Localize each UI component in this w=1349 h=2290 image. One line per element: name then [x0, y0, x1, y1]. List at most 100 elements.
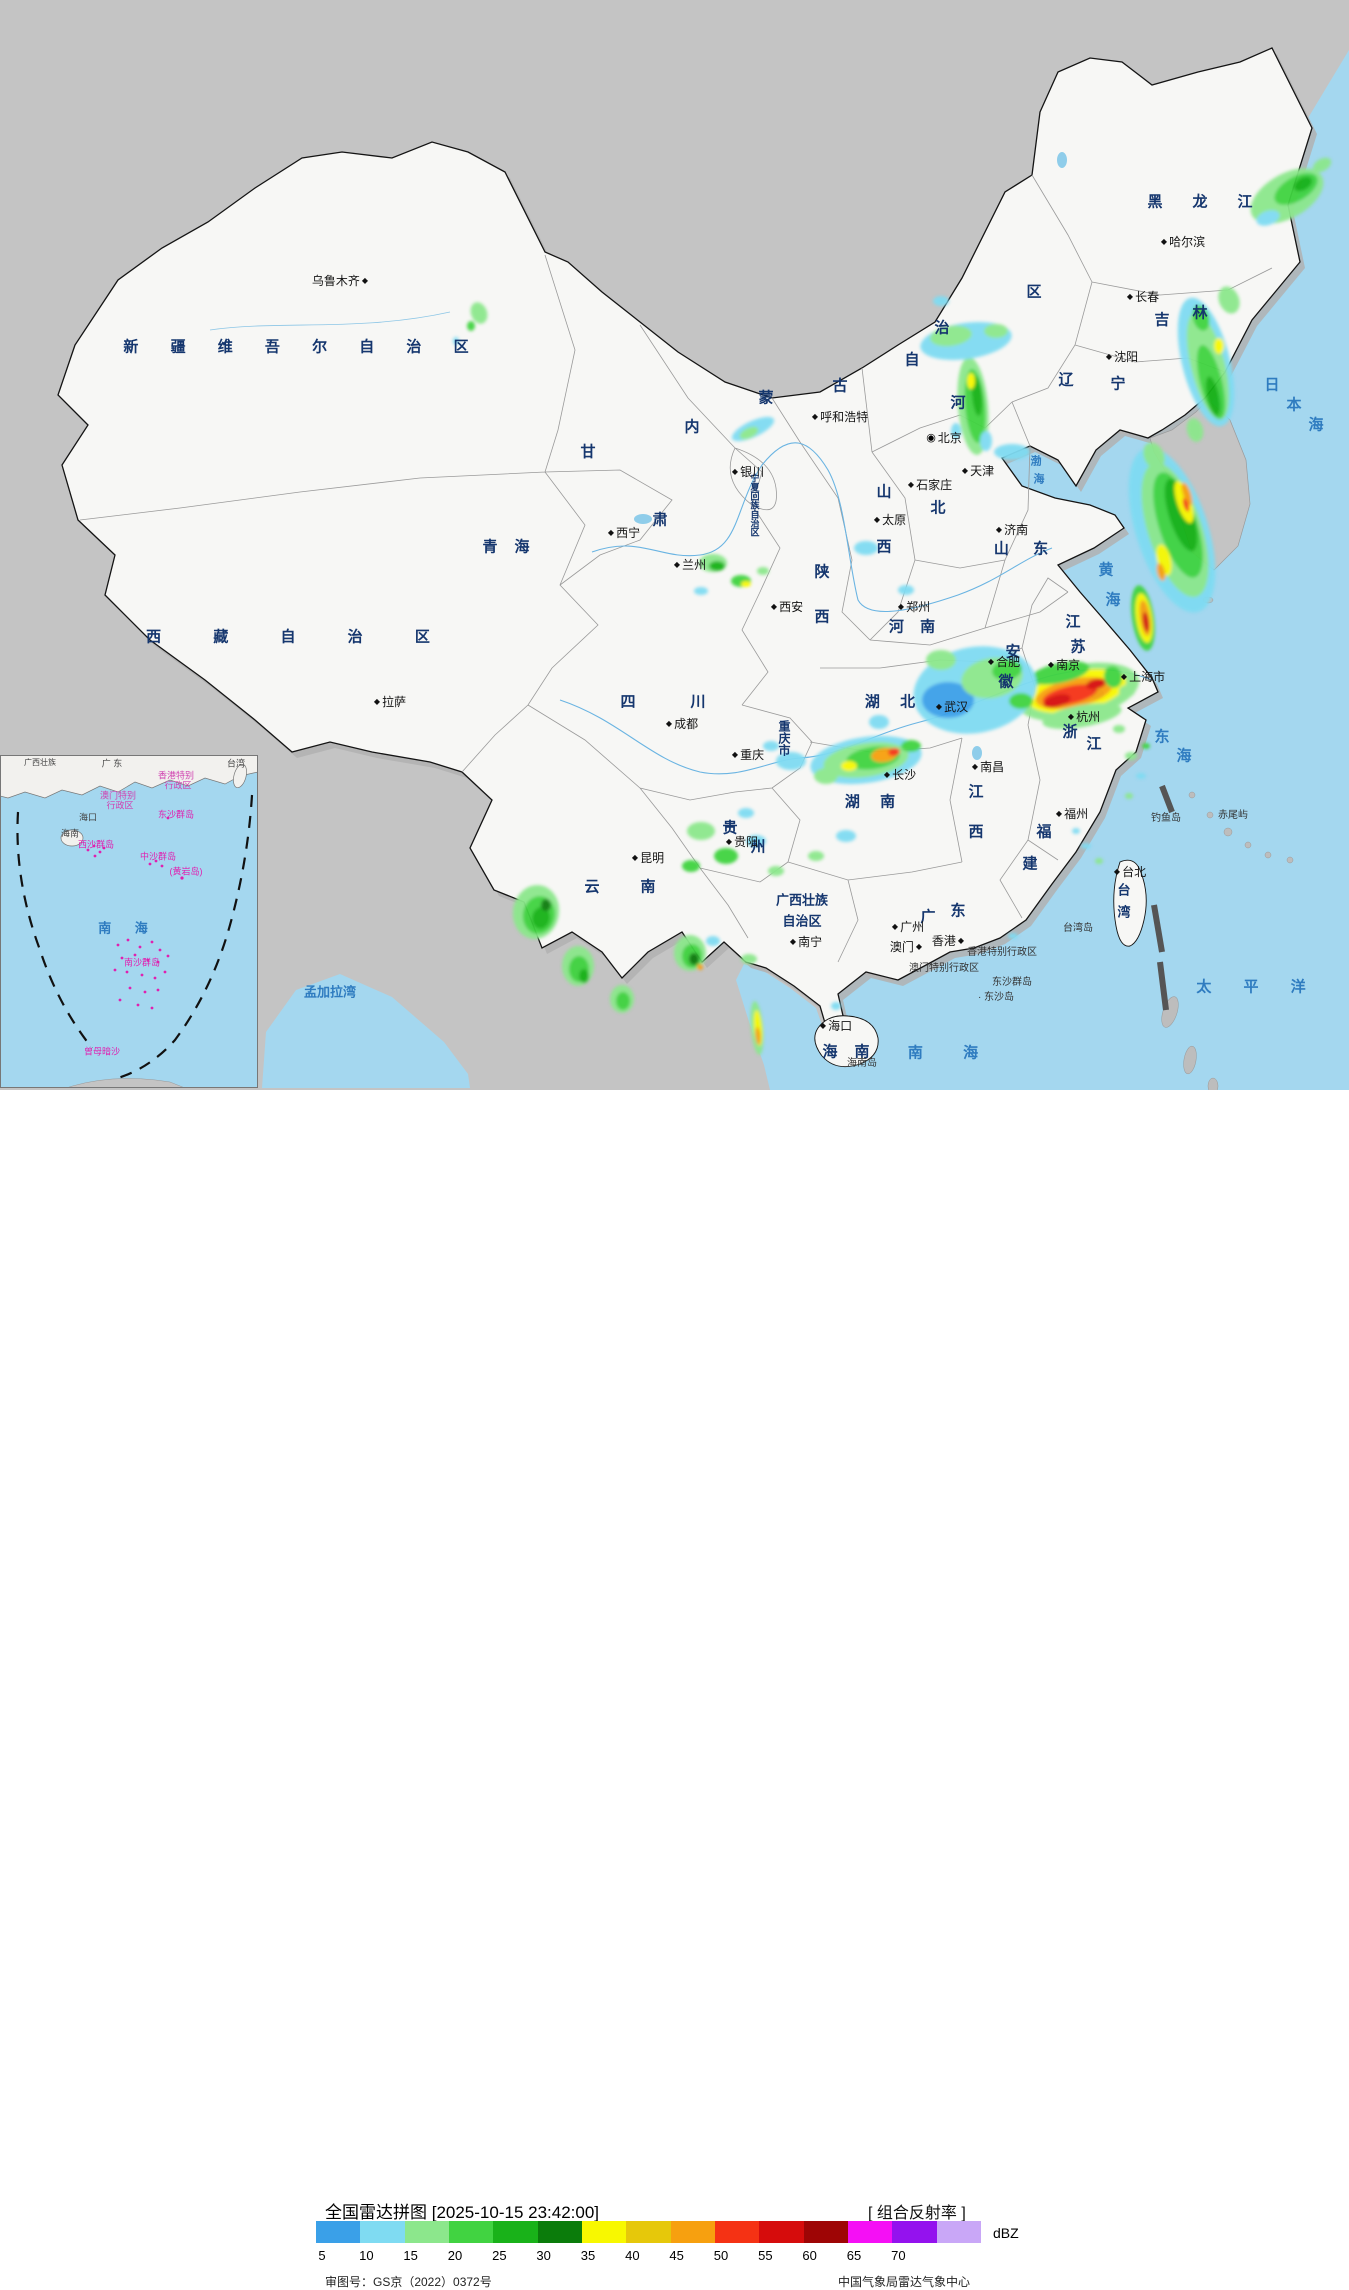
radar-echo	[1214, 338, 1224, 354]
radar-echo	[992, 659, 1022, 681]
radar-echo	[836, 830, 856, 842]
radar-echo	[1182, 498, 1190, 512]
legend-color-cell	[581, 2221, 627, 2243]
radar-echo	[579, 969, 589, 983]
radar-echo	[994, 444, 1030, 460]
radar-echo	[808, 851, 824, 861]
legend-tick: 5	[318, 2248, 326, 2263]
radar-echo	[755, 1027, 761, 1045]
radar-echo	[1125, 793, 1133, 799]
radar-echo	[687, 822, 715, 840]
radar-echo	[1205, 376, 1221, 416]
legend-tick: 55	[758, 2248, 773, 2263]
legend-color-cell	[892, 2221, 937, 2243]
radar-echo	[741, 954, 757, 964]
radar-echo	[741, 581, 751, 587]
radar-echo	[1143, 442, 1165, 470]
radar-echo	[1156, 563, 1166, 581]
radar-echo	[1030, 661, 1090, 685]
radar-echo	[757, 567, 769, 575]
radar-echo	[1043, 694, 1071, 708]
legend-tick: 20	[447, 2248, 463, 2263]
legend-tick: 15	[403, 2248, 418, 2263]
radar-echo	[709, 561, 725, 571]
radar-echo-layer	[453, 157, 1332, 1055]
dbz-unit-label: dBZ	[993, 2225, 1019, 2241]
legend-tick: 30	[536, 2248, 551, 2263]
radar-echo	[814, 768, 838, 784]
radar-echo	[984, 324, 1008, 338]
radar-echo	[1103, 666, 1123, 688]
legend-color-cell	[404, 2221, 449, 2243]
maritime-boundary-dashes	[1151, 784, 1175, 1011]
legend-color-cell	[316, 2221, 361, 2243]
radar-echo	[951, 423, 961, 439]
radar-echo	[967, 373, 975, 389]
dbz-tick-row: 5 10 15 20 25 30 35 40 45 50 55 60 65 70	[316, 2248, 981, 2264]
legend-tick: 70	[891, 2248, 906, 2263]
radar-echo	[980, 431, 992, 451]
inset-dash-line-west	[16, 811, 93, 1049]
radar-echo	[763, 741, 779, 751]
radar-echo	[453, 337, 459, 345]
hainan-island	[814, 1015, 879, 1068]
legend-tick: 25	[492, 2248, 507, 2263]
radar-echo	[971, 376, 983, 416]
legend-color-cell	[537, 2221, 582, 2243]
legend-color-cell	[936, 2221, 981, 2243]
legend-color-cell	[803, 2221, 848, 2243]
radar-echo	[697, 964, 703, 970]
radar-echo	[869, 715, 889, 729]
inset-island-dots	[86, 816, 184, 1010]
radar-echo	[768, 866, 784, 876]
radar-echo	[616, 992, 630, 1010]
hulun-lake	[1057, 152, 1067, 168]
yellow-river	[591, 442, 1053, 613]
taiwan-island	[1113, 859, 1147, 947]
radar-echo	[1113, 725, 1125, 733]
radar-echo	[1009, 693, 1033, 709]
legend-tick: 45	[669, 2248, 684, 2263]
radar-echo	[682, 860, 700, 872]
radar-echo	[901, 740, 921, 752]
radar-echo	[1008, 933, 1018, 939]
radar-echo	[1142, 612, 1150, 632]
radar-echo	[1312, 157, 1332, 173]
legend-tick: 10	[359, 2248, 374, 2263]
legend-color-cell	[714, 2221, 760, 2243]
legend-tick: 50	[713, 2248, 729, 2263]
radar-echo	[689, 953, 699, 965]
radar-echo	[1192, 305, 1210, 331]
legend-color-cell	[847, 2221, 893, 2243]
legend-color-cell	[493, 2221, 538, 2243]
radar-echo	[1086, 678, 1106, 690]
bay-of-bengal	[262, 974, 470, 1088]
radar-echo	[1164, 478, 1198, 552]
china-radar-map[interactable]: 新 疆 维 吾 尔 自 治 区西 藏 自 治 区青海甘肃内蒙古自治区黑龙江吉林辽…	[0, 0, 1349, 1090]
radar-echo	[841, 761, 857, 771]
south-china-sea-inset	[0, 755, 258, 1088]
radar-echo	[470, 302, 488, 324]
inset-canvas	[1, 756, 257, 1087]
radar-echo	[926, 650, 956, 670]
radar-echo	[776, 752, 806, 770]
tarim-river	[209, 311, 451, 331]
qinghai-lake	[634, 514, 652, 524]
inset-taiwan	[233, 763, 247, 789]
legend-color-cell	[360, 2221, 405, 2243]
radar-echo	[1256, 210, 1280, 226]
legend-color-cell	[448, 2221, 494, 2243]
radar-echo	[1142, 743, 1150, 749]
inset-hainan	[60, 829, 84, 847]
radar-echo	[1095, 858, 1103, 864]
radar-echo	[746, 835, 766, 847]
legend-tick: 65	[846, 2248, 862, 2263]
radar-echo	[531, 907, 551, 929]
radar-echo	[738, 808, 754, 818]
radar-echo	[1218, 286, 1240, 314]
legend-color-cell	[759, 2221, 804, 2243]
inset-borneo-coast	[68, 1078, 184, 1087]
radar-echo	[1042, 703, 1122, 729]
radar-echo	[739, 426, 759, 440]
radar-echo	[1119, 685, 1135, 697]
